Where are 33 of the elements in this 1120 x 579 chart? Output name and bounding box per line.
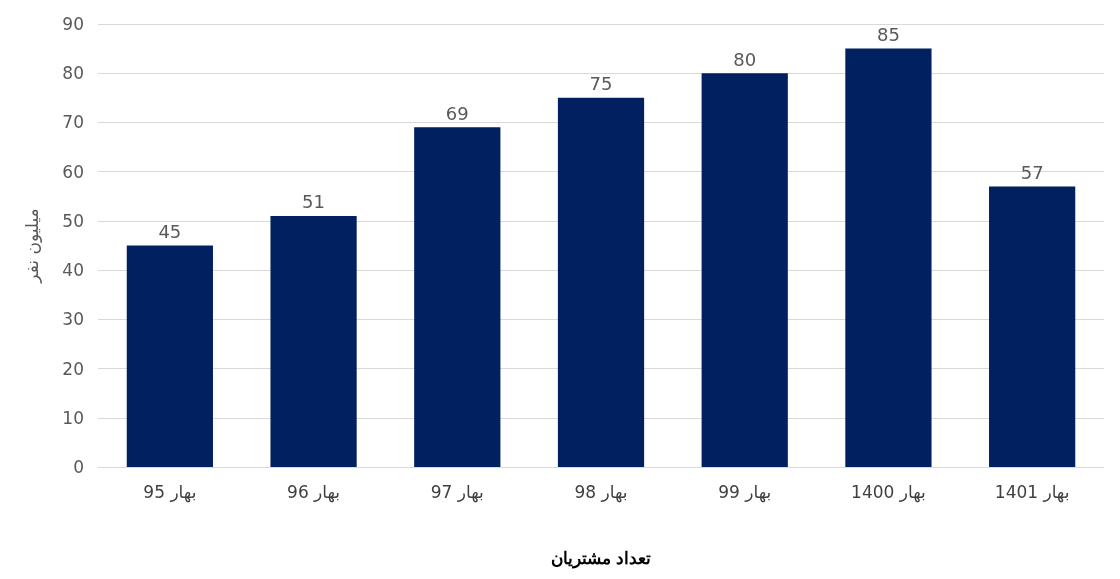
x-tick-label: بهار 99	[718, 481, 772, 503]
y-tick-label: 60	[62, 161, 84, 182]
data-label: 85	[876, 24, 900, 46]
y-tick-label: 50	[62, 210, 84, 231]
y-tick-label: 40	[62, 260, 84, 281]
bar	[845, 48, 932, 467]
data-label: 80	[733, 48, 757, 70]
data-label: 45	[158, 221, 182, 242]
bar	[557, 97, 645, 467]
y-axis-title: میلیون نفر	[21, 208, 42, 284]
x-tick-label: بهار 1400	[851, 481, 926, 503]
x-axis-title: تعداد مشتریان	[550, 547, 652, 569]
data-label: 57	[1020, 161, 1044, 183]
y-tick-label: 90	[62, 14, 84, 34]
bar	[270, 215, 357, 467]
data-label: 69	[445, 102, 469, 124]
data-label: 75	[589, 73, 613, 95]
bar	[989, 186, 1076, 467]
data-label: 51	[302, 191, 326, 213]
y-tick-label: 70	[62, 112, 84, 133]
y-tick-label: 30	[62, 309, 84, 330]
y-tick-label: 80	[62, 63, 84, 84]
x-tick-label: بهار 1401	[994, 481, 1070, 503]
x-tick-label: بهار 95	[143, 481, 197, 503]
x-tick-label: بهار 98	[574, 481, 628, 503]
bar	[126, 245, 213, 467]
bar	[701, 73, 788, 467]
x-tick-label: بهار 97	[430, 481, 484, 503]
y-tick-label: 0	[73, 457, 84, 477]
bar	[414, 127, 501, 467]
x-tick-label: بهار 96	[287, 481, 341, 503]
y-tick-label: 20	[62, 358, 84, 379]
y-tick-label: 10	[62, 407, 84, 428]
